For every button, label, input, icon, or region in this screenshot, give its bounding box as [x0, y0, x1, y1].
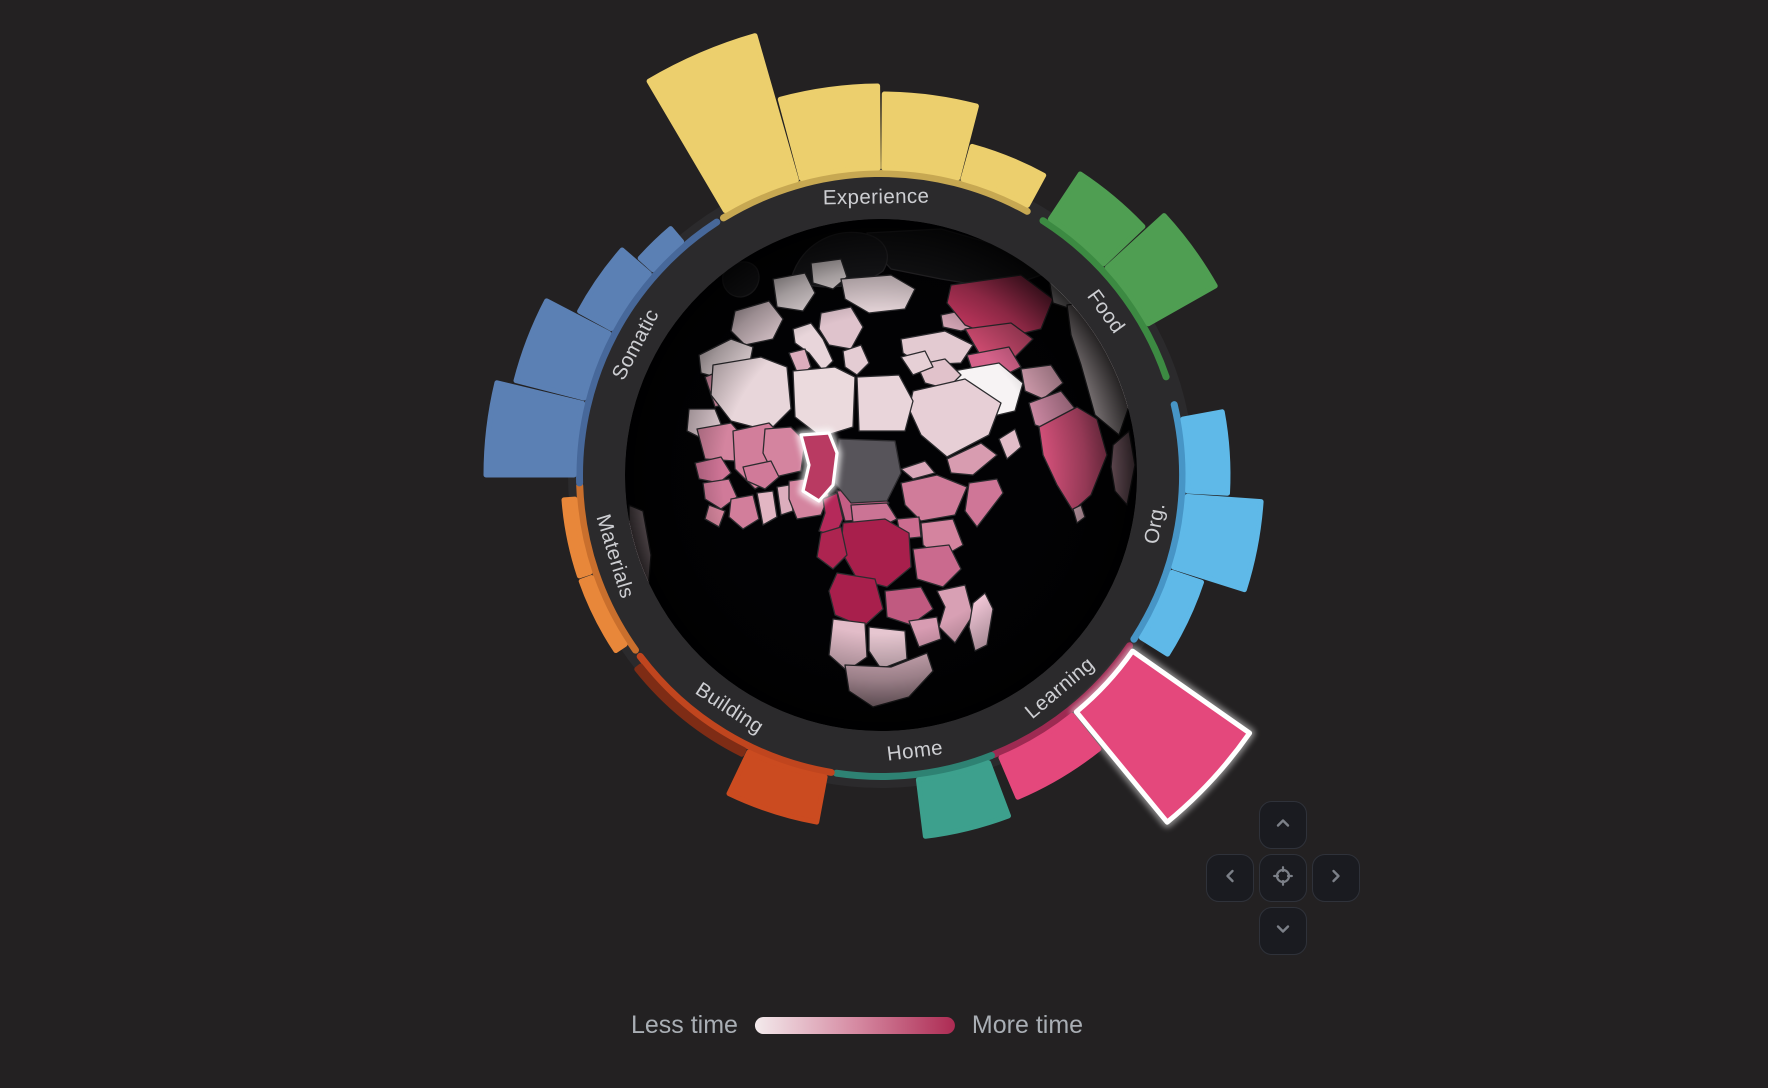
experience-bar-2[interactable] [881, 91, 979, 181]
learning-bar-0[interactable] [1073, 648, 1253, 825]
pan-left-button[interactable] [1206, 854, 1254, 902]
food-bar-0[interactable] [1047, 171, 1146, 267]
somatic-bar-1[interactable] [513, 298, 612, 401]
home-bar-0[interactable] [915, 760, 1011, 839]
legend-gradient-bar [754, 1017, 955, 1034]
pan-up-button[interactable] [1259, 801, 1307, 849]
experience-bar-3[interactable] [960, 143, 1047, 208]
materials-bar-1[interactable] [561, 496, 593, 579]
building-bar-0[interactable] [726, 749, 828, 825]
org-bar-0[interactable] [1180, 409, 1231, 496]
legend-more-label: More time [971, 1011, 1084, 1039]
pan-right-button[interactable] [1312, 854, 1360, 902]
materials-arc[interactable] [576, 482, 639, 654]
experience-label: Experience [823, 185, 930, 210]
food-arc[interactable] [1039, 217, 1170, 381]
chevron-down-icon [1273, 919, 1293, 944]
building-bar-1[interactable] [634, 663, 747, 757]
country-sudan[interactable] [832, 438, 902, 504]
org-bar-1[interactable] [1171, 493, 1264, 593]
experience-arc[interactable] [720, 169, 1031, 222]
materials-bar-0[interactable] [578, 575, 628, 653]
org-arc[interactable] [1130, 401, 1187, 643]
somatic-bar-0[interactable] [483, 380, 585, 478]
experience-bar-0[interactable] [646, 33, 799, 213]
learning-arc[interactable] [990, 642, 1133, 758]
somatic-bar-2[interactable] [577, 247, 652, 331]
chevron-up-icon [1273, 813, 1293, 838]
org-bar-2[interactable] [1138, 569, 1204, 657]
time-legend: Less time More time [631, 1011, 1083, 1040]
home-arc[interactable] [832, 752, 995, 781]
food-bar-1[interactable] [1104, 213, 1218, 327]
target-icon [1271, 864, 1295, 893]
building-arc[interactable] [636, 652, 835, 776]
pan-down-button[interactable] [1259, 907, 1307, 955]
recenter-button[interactable] [1259, 854, 1307, 902]
somatic-bar-3[interactable] [637, 226, 685, 273]
chevron-left-icon [1220, 866, 1240, 891]
chevron-right-icon [1326, 866, 1346, 891]
somatic-arc[interactable] [576, 218, 721, 487]
experience-bar-1[interactable] [777, 83, 881, 181]
globe[interactable] [625, 219, 1137, 731]
learning-bar-1[interactable] [998, 712, 1102, 800]
legend-less-label: Less time [630, 1011, 738, 1039]
globe-navigation-pad [1206, 801, 1360, 955]
